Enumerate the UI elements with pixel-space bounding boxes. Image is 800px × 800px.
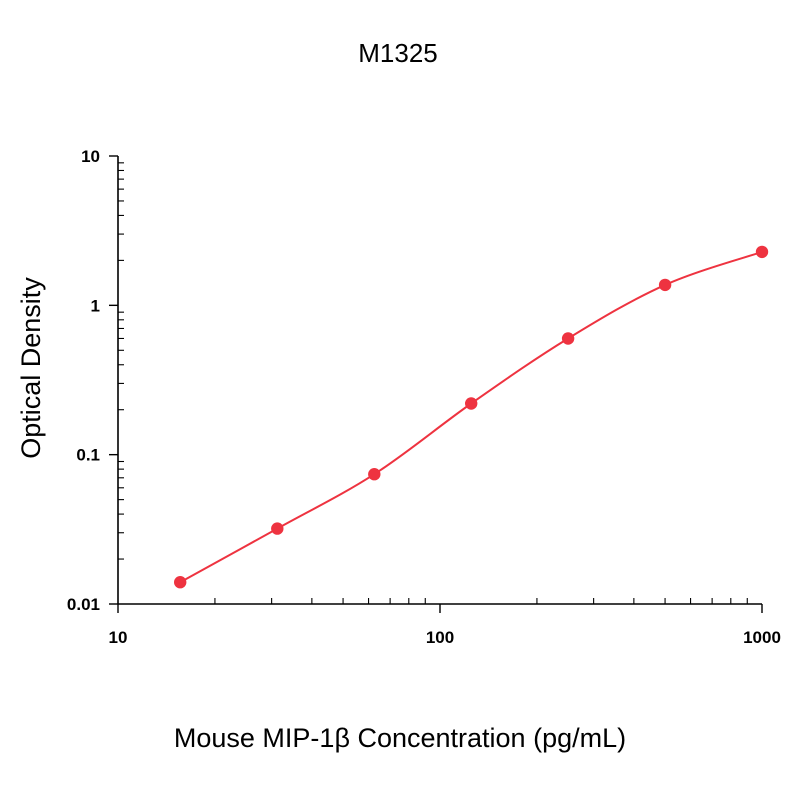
data-point <box>174 576 187 589</box>
plot-area <box>174 245 769 589</box>
x-tick-label: 1000 <box>743 628 781 647</box>
chart-title: M1325 <box>358 38 438 68</box>
data-point <box>561 332 575 345</box>
x-axis-label: Mouse MIP-1β Concentration (pg/mL) <box>174 723 626 753</box>
x-tick-label: 10 <box>109 628 128 647</box>
y-tick-label: 0.1 <box>76 446 100 465</box>
y-tick-label: 0.01 <box>67 595 100 614</box>
y-tick-label: 1 <box>91 296 100 315</box>
data-point <box>368 468 381 481</box>
x-tick-label: 100 <box>426 628 454 647</box>
data-point <box>755 245 769 259</box>
data-point <box>271 522 284 535</box>
data-point <box>465 397 478 410</box>
data-point <box>658 278 672 292</box>
y-tick-label: 10 <box>81 147 100 166</box>
y-axis-label: Optical Density <box>16 277 46 459</box>
axes: 10 100 1000 0.01 0.1 1 10 <box>67 147 781 647</box>
fit-curve <box>179 250 763 584</box>
